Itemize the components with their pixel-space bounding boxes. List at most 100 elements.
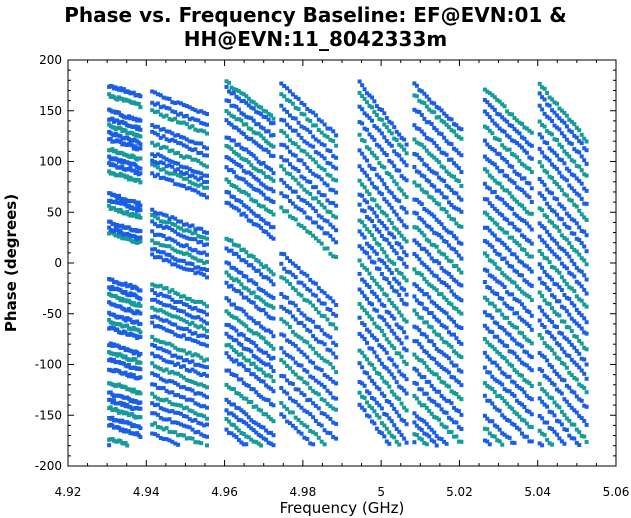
data-point	[205, 321, 209, 326]
data-point	[269, 386, 273, 391]
data-point	[251, 341, 256, 346]
data-point	[524, 337, 529, 342]
data-point	[229, 386, 234, 391]
data-point	[384, 309, 389, 314]
data-point	[261, 379, 266, 384]
data-point	[241, 177, 246, 182]
data-point	[495, 151, 500, 156]
data-point	[256, 143, 261, 148]
data-point	[572, 218, 577, 223]
data-point	[564, 251, 569, 256]
data-point	[259, 348, 264, 353]
data-point	[282, 333, 287, 338]
data-point	[547, 158, 552, 163]
data-point	[564, 383, 569, 388]
data-point	[259, 408, 264, 413]
data-point	[256, 423, 261, 427]
data-point	[584, 249, 589, 254]
data-point	[377, 267, 382, 272]
data-point	[155, 216, 160, 221]
data-point	[502, 173, 507, 178]
data-point	[564, 365, 569, 370]
data-point	[164, 328, 169, 333]
data-point	[173, 314, 178, 319]
data-point	[529, 241, 534, 246]
data-point	[439, 235, 444, 240]
data-point	[155, 161, 160, 166]
data-point	[537, 367, 542, 372]
data-point	[261, 265, 266, 270]
data-point	[290, 314, 295, 319]
data-point	[302, 393, 307, 398]
data-point	[370, 246, 374, 251]
data-point	[199, 382, 204, 387]
data-point	[357, 361, 362, 366]
data-point	[205, 112, 209, 116]
data-point	[456, 195, 461, 200]
data-point	[164, 408, 169, 413]
data-point	[170, 430, 175, 435]
data-point	[251, 254, 256, 259]
data-point	[524, 393, 529, 398]
data-point	[497, 308, 502, 313]
data-point	[360, 263, 365, 268]
data-point	[153, 394, 157, 399]
data-point	[118, 139, 123, 144]
data-point	[285, 407, 290, 412]
data-point	[540, 387, 545, 392]
data-point	[282, 209, 287, 214]
data-point	[241, 410, 246, 415]
data-point	[492, 95, 497, 100]
data-point	[547, 219, 552, 224]
data-point	[299, 270, 304, 275]
data-point	[520, 188, 524, 192]
data-point	[559, 158, 564, 163]
data-point	[120, 164, 125, 169]
data-point	[266, 267, 271, 272]
data-point	[569, 301, 574, 306]
data-point	[447, 384, 451, 389]
data-point	[574, 362, 579, 367]
data-point	[181, 184, 186, 188]
data-point	[492, 121, 497, 126]
data-point	[394, 152, 399, 157]
data-point	[500, 227, 505, 232]
y-tick-label: -50	[42, 307, 62, 321]
data-point	[224, 351, 229, 356]
data-point	[454, 163, 459, 168]
data-point	[271, 369, 276, 373]
data-point	[444, 183, 449, 188]
data-point	[236, 176, 241, 181]
data-point	[158, 386, 163, 391]
data-point	[454, 306, 459, 311]
data-point	[196, 240, 201, 245]
data-point	[564, 178, 569, 183]
data-point	[282, 194, 287, 199]
data-point	[290, 101, 295, 106]
data-point	[362, 87, 367, 92]
data-point	[434, 188, 439, 193]
data-point	[522, 434, 527, 439]
data-point	[236, 428, 241, 433]
data-point	[251, 198, 256, 203]
data-point	[550, 427, 554, 431]
data-point	[497, 252, 502, 257]
data-point	[293, 142, 298, 147]
data-point	[439, 191, 444, 196]
data-point	[123, 128, 128, 133]
data-point	[288, 172, 292, 177]
data-point	[184, 358, 189, 363]
data-point	[540, 208, 545, 213]
data-point	[485, 142, 490, 147]
data-point	[285, 194, 290, 199]
data-point	[542, 196, 547, 201]
data-point	[452, 161, 456, 166]
data-point	[259, 443, 264, 448]
data-point	[179, 164, 183, 169]
data-point	[429, 311, 434, 315]
data-point	[412, 352, 417, 357]
data-point	[229, 183, 234, 187]
data-point	[136, 301, 141, 306]
data-point	[419, 375, 424, 380]
data-point	[492, 248, 497, 253]
